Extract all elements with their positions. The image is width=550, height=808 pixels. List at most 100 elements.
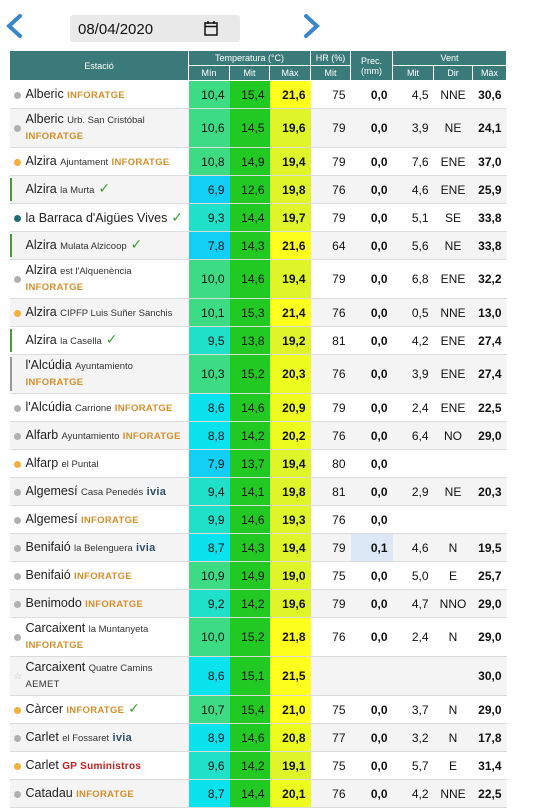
header-temperature: Temperatura (°C) bbox=[188, 50, 311, 66]
value-cell: 15,4 bbox=[229, 695, 270, 724]
value-cell: 9,4 bbox=[188, 477, 230, 506]
station-row: Alfarp el Puntal 7,9 13,7 19,4 80 0,0 bbox=[9, 449, 507, 478]
value-cell: 0,5 bbox=[392, 298, 434, 327]
station-name: Alfarb bbox=[25, 427, 59, 442]
value-cell: 79 bbox=[310, 147, 351, 176]
value-cell: 7,8 bbox=[188, 231, 230, 260]
value-cell bbox=[472, 505, 507, 534]
value-cell: 2,9 bbox=[392, 477, 434, 506]
station-place: Ajuntament bbox=[60, 156, 109, 168]
value-cell: 0,0 bbox=[350, 326, 393, 355]
station-place: Carrione bbox=[75, 402, 112, 414]
header-sub: Màx bbox=[472, 65, 507, 81]
value-cell: 75 bbox=[310, 695, 351, 724]
value-cell: 19,5 bbox=[472, 533, 507, 562]
value-cell: 79 bbox=[310, 259, 351, 299]
value-cell: 3,9 bbox=[392, 108, 434, 148]
value-cell bbox=[433, 449, 473, 478]
station-cell: la Barraca d'Aigües Vives ✓ bbox=[9, 203, 189, 232]
value-cell: 10,4 bbox=[188, 80, 230, 109]
station-row: l'Alcúdia Ayuntamiento INFORATGE 10,3 15,2… bbox=[9, 354, 507, 394]
station-row: Carlet GP Suministros 9,6 14,2 19,1 75 0,0 5,7… bbox=[9, 751, 507, 780]
value-cell: 0,1 bbox=[350, 533, 393, 562]
station-row: Algemesí INFORATGE 9,9 14,6 19,3 76 0,0 bbox=[9, 505, 507, 534]
value-cell: 14,2 bbox=[229, 589, 270, 618]
value-cell: 9,2 bbox=[188, 589, 230, 618]
value-cell: 20,1 bbox=[269, 779, 311, 808]
station-name: Alfarp bbox=[25, 455, 59, 470]
station-name: la Barraca d'Aigües Vives bbox=[25, 211, 168, 225]
station-marker bbox=[13, 790, 21, 798]
value-cell: 10,0 bbox=[188, 617, 230, 657]
value-cell: 21,5 bbox=[269, 656, 311, 696]
station-name: Algemesí bbox=[25, 511, 78, 526]
value-cell: 24,1 bbox=[472, 108, 507, 148]
value-cell: 2,4 bbox=[392, 617, 434, 657]
value-cell: 17,8 bbox=[472, 723, 507, 752]
station-place: la Muntanyeta bbox=[88, 624, 149, 635]
station-name: Carcaixent bbox=[25, 660, 86, 674]
value-cell: 8,6 bbox=[188, 656, 230, 696]
value-cell: 0,0 bbox=[350, 147, 393, 176]
value-cell: 0,0 bbox=[350, 421, 393, 450]
value-cell: 14,6 bbox=[229, 393, 270, 422]
header-precipitation: Prec. (mm) bbox=[350, 50, 393, 81]
value-cell: NE bbox=[433, 231, 473, 260]
value-cell: 7,6 bbox=[392, 147, 434, 176]
value-cell: 19,8 bbox=[269, 477, 311, 506]
toolbar: 08/04/2020 bbox=[0, 0, 550, 50]
value-cell bbox=[392, 505, 434, 534]
station-marker bbox=[9, 357, 12, 391]
station-name: Carcaixent bbox=[25, 621, 86, 635]
value-cell: 5,6 bbox=[392, 231, 434, 260]
station-name: Alzira bbox=[25, 182, 57, 196]
station-row: Benifaió la Belenguera ivia 8,7 14,3 19,4 79… bbox=[9, 533, 507, 562]
next-day[interactable] bbox=[300, 13, 322, 39]
value-cell: 8,6 bbox=[188, 393, 230, 422]
station-row: Alberic INFORATGE 10,4 15,4 21,6 75 0,0 4,5 NNE… bbox=[9, 80, 507, 109]
station-name: Alberic bbox=[25, 86, 64, 101]
station-name: Alberic bbox=[25, 112, 64, 126]
value-cell: 0,0 bbox=[350, 175, 393, 204]
station-marker bbox=[13, 276, 21, 283]
station-name: Alzira bbox=[25, 153, 57, 168]
value-cell: 10,1 bbox=[188, 298, 230, 327]
value-cell: ENE bbox=[433, 393, 473, 422]
station-row: ☆ Carcaixent Quatre Camins AEMET 8,6 15,1 21… bbox=[9, 656, 507, 696]
value-cell: ENE bbox=[433, 147, 473, 176]
value-cell: 79 bbox=[310, 203, 351, 232]
value-cell: ENE bbox=[433, 175, 473, 204]
value-cell bbox=[310, 656, 351, 696]
value-cell: 5,0 bbox=[392, 561, 434, 590]
value-cell: 64 bbox=[310, 231, 351, 260]
station-cell: Algemesí INFORATGE bbox=[9, 505, 189, 534]
station-row: Carlet el Fossaret ivia 8,9 14,6 20,8 77 0,0 3… bbox=[9, 723, 507, 752]
value-cell: 4,2 bbox=[392, 326, 434, 355]
value-cell: 14,3 bbox=[229, 533, 270, 562]
value-cell: 19,3 bbox=[269, 505, 311, 534]
date-input[interactable]: 08/04/2020 bbox=[70, 15, 240, 42]
value-cell: 19,8 bbox=[269, 175, 311, 204]
value-cell bbox=[392, 656, 434, 696]
station-name: Algemesí bbox=[25, 483, 78, 498]
value-cell: 19,4 bbox=[269, 533, 311, 562]
calendar-icon[interactable] bbox=[204, 20, 218, 36]
header-sub: Màx bbox=[269, 65, 311, 81]
station-name: Alzira bbox=[25, 263, 57, 277]
value-cell: N bbox=[433, 533, 473, 562]
station-marker bbox=[13, 404, 21, 412]
weather-table: Estació Temperatura (°C) HR (%) Prec. (m… bbox=[9, 50, 507, 808]
prev-day[interactable] bbox=[4, 13, 26, 39]
value-cell: 13,7 bbox=[229, 449, 270, 478]
value-cell: 75 bbox=[310, 751, 351, 780]
station-row: Alberic Urb. San Cristóbal INFORATGE 10,6… bbox=[9, 108, 507, 148]
value-cell: 5,7 bbox=[392, 751, 434, 780]
station-marker bbox=[13, 734, 21, 742]
value-cell: 14,5 bbox=[229, 108, 270, 148]
value-cell: 10,8 bbox=[188, 147, 230, 176]
value-cell: 0,0 bbox=[350, 449, 393, 478]
value-cell: 81 bbox=[310, 326, 351, 355]
value-cell bbox=[433, 505, 473, 534]
value-cell: 21,8 bbox=[269, 617, 311, 657]
value-cell: 9,5 bbox=[188, 326, 230, 355]
